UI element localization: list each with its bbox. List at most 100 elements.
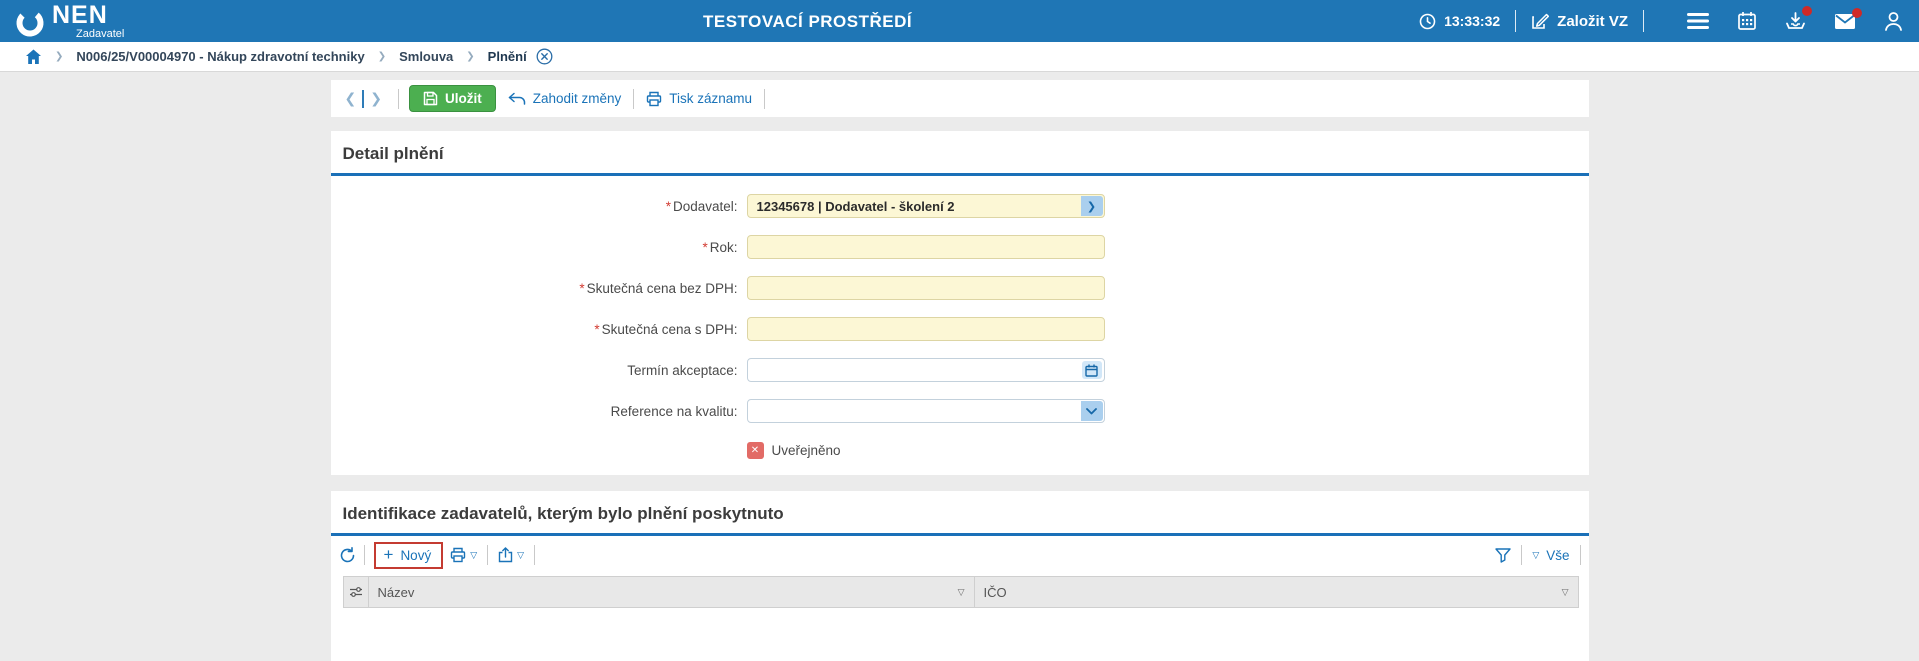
save-icon bbox=[423, 91, 438, 106]
home-button[interactable] bbox=[25, 49, 42, 65]
column-settings-button[interactable] bbox=[344, 577, 369, 607]
column-header-ico[interactable]: IČO ▽ bbox=[975, 577, 1578, 607]
messages-button[interactable] bbox=[1834, 7, 1862, 30]
column-label: IČO bbox=[983, 584, 1007, 600]
filter-button[interactable] bbox=[1495, 547, 1512, 563]
cena-bez-dph-input[interactable] bbox=[746, 276, 1105, 300]
chevron-down-icon bbox=[1086, 407, 1097, 414]
toolbar-separator bbox=[363, 545, 365, 565]
table-header-row: Název ▽ IČO ▽ bbox=[342, 576, 1579, 608]
section-divider bbox=[330, 533, 1589, 536]
downloads-button[interactable] bbox=[1785, 6, 1812, 31]
publication-status-label: Uveřejněno bbox=[771, 443, 841, 458]
downloads-notification-badge bbox=[1802, 6, 1812, 16]
refresh-button[interactable] bbox=[339, 546, 356, 564]
toolbar-separator bbox=[633, 88, 635, 109]
environment-title: TESTOVACÍ PROSTŘEDÍ bbox=[703, 12, 913, 31]
breadcrumb-item-smlouva[interactable]: Smlouva bbox=[399, 49, 454, 64]
toolbar-separator bbox=[487, 545, 489, 565]
calendar-button[interactable] bbox=[1737, 11, 1757, 31]
breadcrumb-chevron-icon: ❯ bbox=[466, 51, 475, 62]
create-vz-button[interactable]: Založit VZ bbox=[1531, 12, 1628, 30]
form-row-cena-s-dph: * Skutečná cena s DPH: bbox=[331, 317, 1589, 341]
export-button[interactable] bbox=[498, 547, 513, 563]
not-published-icon: ✕ bbox=[746, 442, 764, 459]
field-label: * Skutečná cena s DPH: bbox=[594, 321, 738, 337]
toolbar-separator bbox=[397, 88, 399, 109]
print-grid-button[interactable] bbox=[450, 547, 466, 563]
logo-subtitle: Zadavatel bbox=[76, 27, 125, 40]
toolbar-separator bbox=[534, 545, 536, 565]
publication-status: ✕ Uveřejněno bbox=[746, 442, 1589, 459]
field-label: * Skutečná cena bez DPH: bbox=[579, 280, 738, 296]
breadcrumb: ❯ N006/25/V00004970 - Nákup zdravotní te… bbox=[0, 42, 1919, 72]
breadcrumb-chevron-icon: ❯ bbox=[377, 51, 387, 62]
page-content: ❮ ❯ Uložit Zahodit změny bbox=[0, 72, 1919, 661]
printer-icon bbox=[451, 547, 466, 563]
menu-button[interactable] bbox=[1687, 13, 1709, 29]
field-label: Reference na kvalitu: bbox=[610, 403, 738, 419]
home-icon bbox=[26, 49, 41, 64]
new-item-button-highlight[interactable]: + Nový bbox=[373, 541, 444, 569]
select-dropdown-button[interactable] bbox=[1080, 401, 1103, 421]
print-record-button[interactable]: Tisk záznamu bbox=[646, 91, 752, 107]
dodavatel-value: 12345678 | Dodavatel - školení 2 bbox=[756, 198, 955, 214]
filter-all-button[interactable]: Vše bbox=[1546, 547, 1570, 563]
termin-akceptace-input[interactable] bbox=[746, 358, 1105, 382]
top-header-bar: NEN Zadavatel TESTOVACÍ PROSTŘEDÍ 13:33:… bbox=[0, 0, 1919, 42]
nen-logo[interactable]: NEN Zadavatel bbox=[14, 2, 125, 40]
messages-notification-badge bbox=[1852, 7, 1862, 18]
previous-record-button[interactable]: ❮ bbox=[344, 90, 357, 106]
column-filter-dropdown[interactable]: ▽ bbox=[1561, 586, 1569, 597]
column-filter-dropdown[interactable]: ▽ bbox=[957, 586, 965, 597]
funnel-icon bbox=[1495, 547, 1512, 563]
save-button[interactable]: Uložit bbox=[408, 85, 496, 112]
cena-s-dph-input[interactable] bbox=[746, 317, 1105, 341]
toolbar-separator bbox=[362, 89, 365, 108]
breadcrumb-chevron-icon: ❯ bbox=[55, 51, 64, 62]
breadcrumb-item-contract[interactable]: N006/25/V00004970 - Nákup zdravotní tech… bbox=[76, 49, 365, 64]
user-icon bbox=[1885, 12, 1902, 31]
refresh-icon bbox=[340, 546, 354, 562]
export-icon bbox=[498, 547, 513, 563]
grid-section: Identifikace zadavatelů, kterým bylo pln… bbox=[330, 491, 1589, 661]
sliders-icon bbox=[349, 587, 362, 597]
column-header-nazev[interactable]: Název ▽ bbox=[369, 577, 975, 607]
print-options-dropdown[interactable]: ▽ bbox=[470, 549, 478, 560]
field-label: * Rok: bbox=[702, 239, 738, 255]
dodavatel-field[interactable]: 12345678 | Dodavatel - školení 2 ❯ bbox=[746, 194, 1105, 218]
topbar-separator bbox=[1515, 10, 1517, 32]
print-record-label: Tisk záznamu bbox=[669, 91, 753, 106]
export-options-dropdown[interactable]: ▽ bbox=[517, 549, 525, 560]
hamburger-icon bbox=[1687, 13, 1709, 29]
dodavatel-lookup-button[interactable]: ❯ bbox=[1080, 196, 1103, 216]
edit-icon bbox=[1532, 13, 1550, 29]
rok-input[interactable] bbox=[746, 235, 1105, 259]
calendar-small-icon bbox=[1085, 364, 1098, 377]
discard-changes-label: Zahodit změny bbox=[532, 91, 622, 106]
session-clock: 13:33:32 bbox=[1419, 13, 1500, 30]
form-row-termin-akceptace: Termín akceptace: bbox=[331, 358, 1589, 382]
grid-section-title: Identifikace zadavatelů, kterým bylo pln… bbox=[342, 504, 784, 523]
create-vz-label: Založit VZ bbox=[1557, 12, 1628, 30]
session-time: 13:33:32 bbox=[1444, 13, 1501, 29]
clock-icon bbox=[1419, 13, 1436, 29]
close-tab-button[interactable] bbox=[536, 48, 553, 65]
reference-na-kvalitu-select[interactable] bbox=[746, 399, 1105, 423]
toolbar-separator bbox=[1579, 545, 1581, 565]
required-marker: * bbox=[702, 239, 708, 255]
view-options-dropdown[interactable]: ▽ bbox=[1532, 549, 1540, 560]
inbox-download-icon bbox=[1786, 12, 1805, 29]
date-picker-button[interactable] bbox=[1081, 361, 1102, 379]
close-circle-icon bbox=[536, 48, 553, 65]
nen-logo-icon bbox=[16, 9, 44, 36]
form-row-rok: * Rok: bbox=[331, 235, 1589, 259]
next-record-button[interactable]: ❯ bbox=[370, 90, 382, 106]
discard-changes-button[interactable]: Zahodit změny bbox=[508, 91, 622, 106]
field-label: Termín akceptace: bbox=[627, 362, 738, 378]
undo-icon bbox=[508, 92, 525, 105]
user-profile-button[interactable] bbox=[1884, 11, 1903, 31]
printer-icon bbox=[647, 91, 662, 106]
breadcrumb-item-plneni: Plnění bbox=[487, 49, 527, 64]
mail-icon bbox=[1835, 13, 1855, 29]
